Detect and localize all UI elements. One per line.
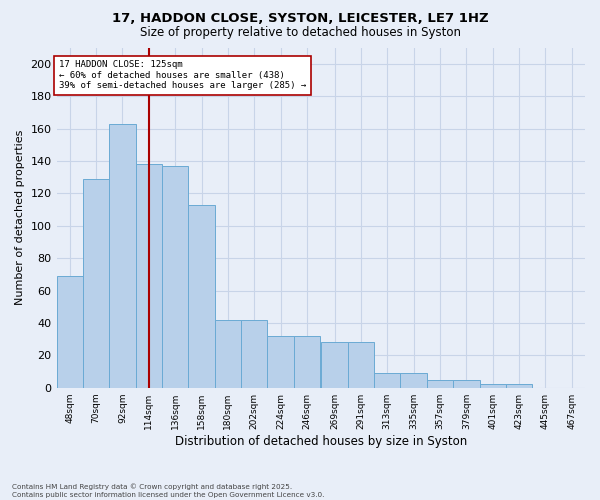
Bar bbox=[479, 384, 506, 388]
Bar bbox=[136, 164, 162, 388]
Bar bbox=[215, 320, 241, 388]
Bar bbox=[322, 342, 348, 388]
Bar bbox=[188, 204, 215, 388]
Bar bbox=[453, 380, 479, 388]
Text: Size of property relative to detached houses in Syston: Size of property relative to detached ho… bbox=[139, 26, 461, 39]
Bar bbox=[585, 384, 600, 388]
Text: 17 HADDON CLOSE: 125sqm
← 60% of detached houses are smaller (438)
39% of semi-d: 17 HADDON CLOSE: 125sqm ← 60% of detache… bbox=[59, 60, 306, 90]
Bar bbox=[348, 342, 374, 388]
Bar bbox=[109, 124, 136, 388]
X-axis label: Distribution of detached houses by size in Syston: Distribution of detached houses by size … bbox=[175, 434, 467, 448]
Bar bbox=[294, 336, 320, 388]
Y-axis label: Number of detached properties: Number of detached properties bbox=[15, 130, 25, 306]
Bar bbox=[400, 373, 427, 388]
Bar bbox=[374, 373, 400, 388]
Bar bbox=[162, 166, 188, 388]
Bar bbox=[241, 320, 268, 388]
Text: Contains HM Land Registry data © Crown copyright and database right 2025.
Contai: Contains HM Land Registry data © Crown c… bbox=[12, 484, 325, 498]
Bar bbox=[268, 336, 294, 388]
Bar bbox=[83, 178, 109, 388]
Bar bbox=[506, 384, 532, 388]
Text: 17, HADDON CLOSE, SYSTON, LEICESTER, LE7 1HZ: 17, HADDON CLOSE, SYSTON, LEICESTER, LE7… bbox=[112, 12, 488, 26]
Bar bbox=[427, 380, 453, 388]
Bar bbox=[56, 276, 83, 388]
